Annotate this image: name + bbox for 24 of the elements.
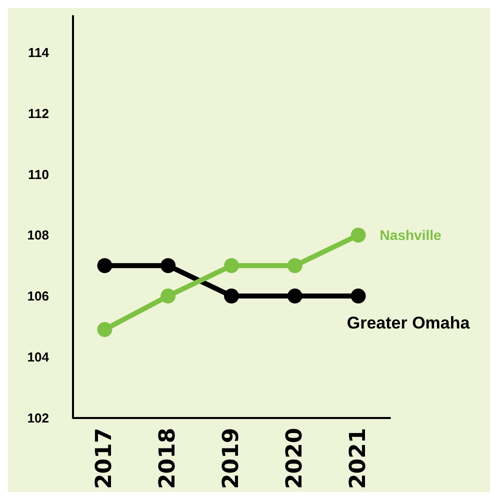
series-label: Nashville [380,227,442,244]
x-tick-label: 2020 [282,428,308,490]
series-label: Greater Omaha [346,314,470,333]
point [160,258,176,274]
point [160,288,176,304]
point [224,258,239,274]
y-tick-label: 112 [28,106,49,121]
point [97,258,112,274]
point [224,288,239,304]
x-tick-label: 2017 [92,428,118,490]
y-tick-label: 106 [27,288,49,304]
x-tick-label: 2021 [346,428,371,490]
y-tick-label: 114 [28,45,50,60]
point [287,288,302,304]
point [287,258,302,274]
point [350,228,366,243]
y-tick-label: 102 [27,410,49,426]
point [97,322,112,337]
y-tick-label: 108 [27,228,49,243]
point [350,288,366,304]
x-tick-label: 2019 [219,428,244,490]
y-tick-label: 104 [27,349,50,364]
x-tick-label: 2018 [156,428,181,490]
y-tick-label: 110 [28,166,49,182]
